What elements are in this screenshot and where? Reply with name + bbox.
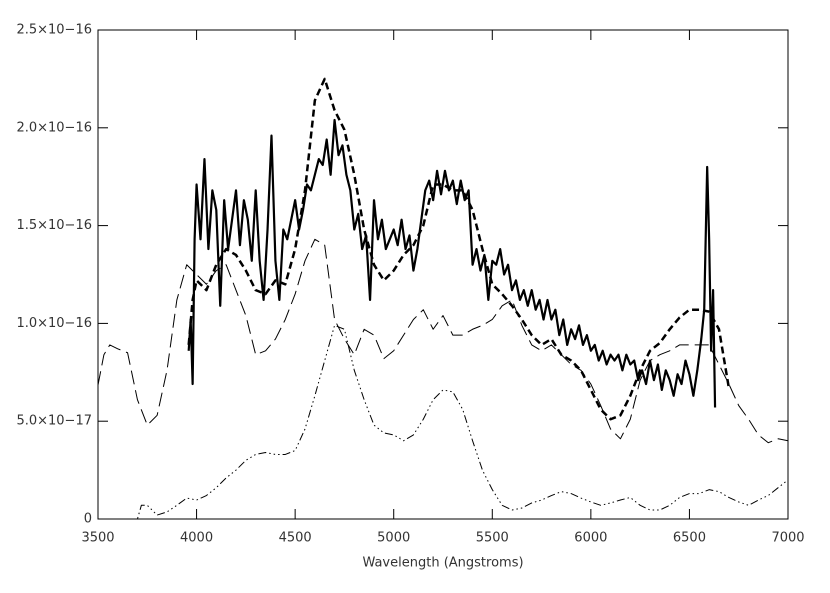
x-axis-label: Wavelength (Angstroms) xyxy=(362,556,523,571)
x-tick-label: 6500 xyxy=(673,531,706,546)
y-tick-label: 0 xyxy=(84,512,92,527)
spectrum-line xyxy=(187,77,731,421)
y-tick-label: 1.0×10−16 xyxy=(16,316,92,331)
spectrum-line xyxy=(98,324,789,520)
y-tick-label: 1.5×10−16 xyxy=(16,218,92,233)
x-tick-label: 4500 xyxy=(279,531,312,546)
y-tick-label: 2.0×10−16 xyxy=(16,120,92,135)
x-tick-label: 4000 xyxy=(180,531,213,546)
spectrum-line xyxy=(187,118,717,408)
y-tick-label: 2.5×10−16 xyxy=(16,23,92,38)
y-tick-label: 5.0×10−17 xyxy=(16,414,92,429)
spectrum-line xyxy=(97,238,789,444)
x-tick-label: 5000 xyxy=(377,531,410,546)
plot-frame xyxy=(97,29,789,520)
x-tick-label: 5500 xyxy=(476,531,509,546)
x-tick-label: 3500 xyxy=(81,531,114,546)
x-tick-label: 6000 xyxy=(574,531,607,546)
x-tick-label: 7000 xyxy=(771,531,804,546)
